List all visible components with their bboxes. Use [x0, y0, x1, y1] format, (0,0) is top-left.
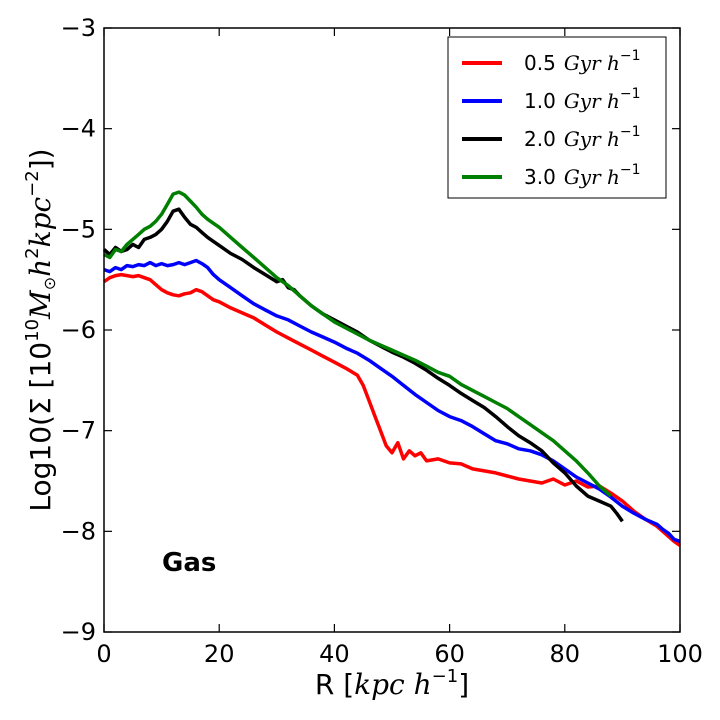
x-axis-title: R [kpc h−1]	[315, 666, 469, 701]
y-tick-label: −3	[61, 14, 96, 42]
legend-label-1: 1.0 Gyr h−1	[524, 86, 641, 113]
x-tick-label: 20	[204, 640, 235, 668]
series-line-0	[103, 272, 681, 547]
y-axis-title: Log10(Σ [1010M⊙h2kpc−2])	[22, 148, 59, 511]
legend: 0.5 Gyr h−1 1.0 Gyr h−1 2.0 Gyr h−1 3.0 Gyr …	[447, 36, 667, 199]
series-line-3	[103, 190, 613, 498]
x-tick-label: 60	[434, 640, 465, 668]
series-line-2	[102, 207, 624, 523]
x-tick-label: 80	[550, 640, 581, 668]
x-tick-label: 40	[319, 640, 350, 668]
y-tick-label: −9	[61, 618, 96, 646]
series-line-1	[103, 258, 681, 544]
legend-label-0: 0.5 Gyr h−1	[524, 48, 641, 75]
y-tick-label: −5	[61, 215, 96, 243]
y-tick-label: −6	[61, 316, 96, 344]
series-layer	[102, 190, 681, 547]
legend-label-2: 2.0 Gyr h−1	[524, 124, 641, 151]
legend-label-3: 3.0 Gyr h−1	[524, 162, 641, 189]
y-tick-label: −7	[61, 417, 96, 445]
y-tick-label: −4	[61, 115, 96, 143]
ticks-layer: 0 20 40 60 80 100 −9 −8 −7 −6 −5 −4 −3	[61, 14, 703, 668]
y-tick-label: −8	[61, 517, 96, 545]
x-tick-label: 0	[96, 640, 111, 668]
annotation-gas: Gas	[162, 548, 216, 578]
x-tick-label: 100	[657, 640, 703, 668]
